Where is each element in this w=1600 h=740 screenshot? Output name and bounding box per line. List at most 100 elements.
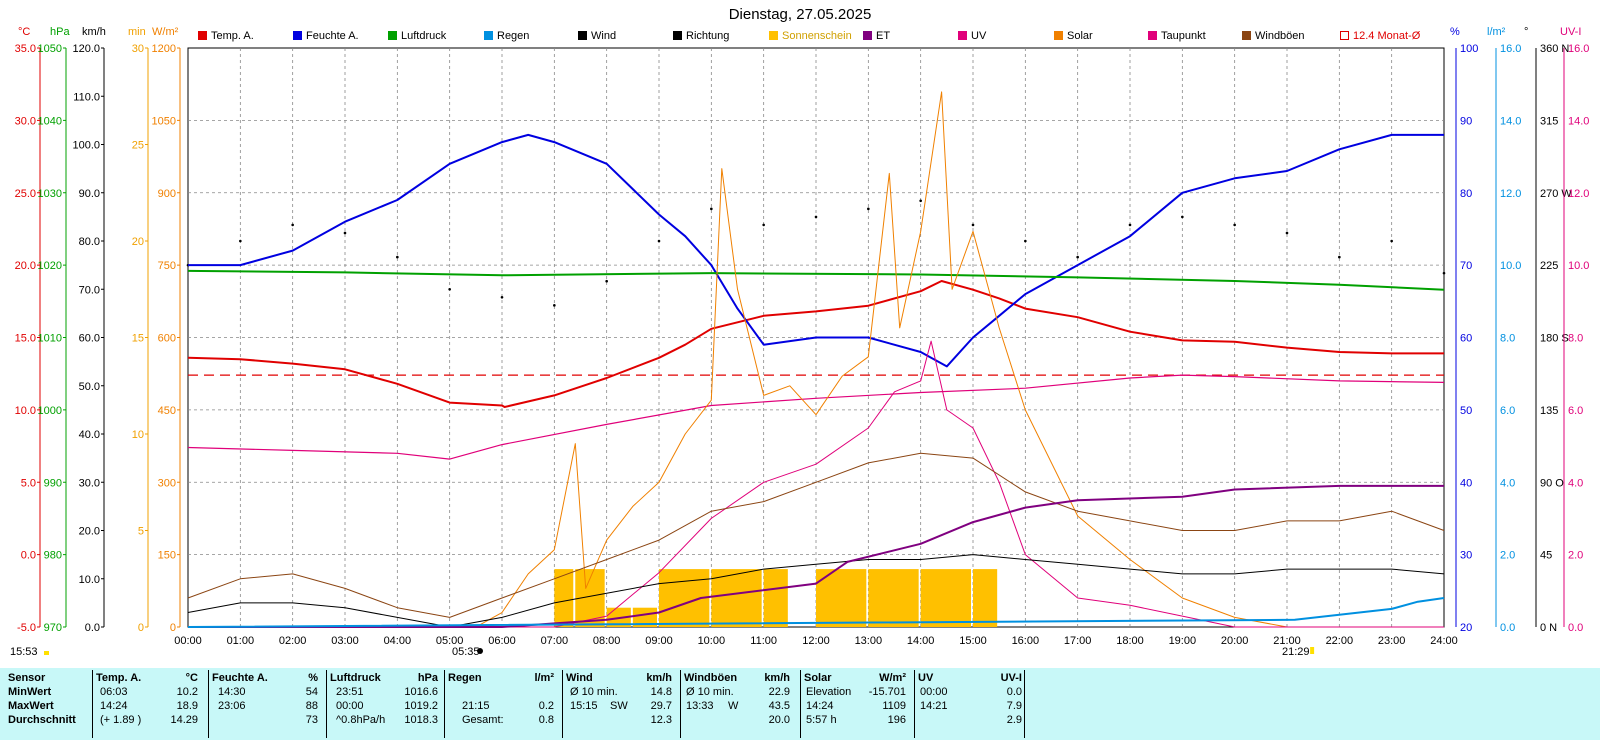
series-line-temp-a-	[187, 280, 1444, 408]
legend-label: ET	[876, 30, 891, 42]
left-axis-label: 20	[132, 236, 144, 248]
legend-item: Luftdruck	[388, 30, 446, 42]
table-separator	[1024, 670, 1025, 738]
table-cell: 5:57 h	[806, 714, 837, 726]
right-axis-label: 12.0	[1500, 188, 1521, 200]
table-cell: Sensor	[8, 672, 46, 684]
legend-item: Taupunkt	[1148, 30, 1206, 42]
legend-item: ET	[863, 30, 890, 42]
footer-sunset: 21:29	[1282, 646, 1310, 658]
legend-item: UV	[958, 30, 986, 42]
table-cell: 29.7	[650, 700, 672, 712]
direction-point	[553, 304, 556, 307]
legend-item: Richtung	[673, 30, 729, 42]
left-axis-label: 20.0	[79, 526, 100, 538]
table-cell: MaxWert	[8, 700, 54, 712]
table-cell: W	[728, 700, 739, 712]
x-tick-label: 24:00	[1430, 635, 1458, 647]
table-separator	[208, 670, 209, 738]
x-tick-label: 08:00	[593, 635, 621, 647]
right-axis-label: 0.0	[1500, 622, 1515, 634]
table-cell: 88	[305, 700, 318, 712]
direction-point	[1285, 231, 1289, 235]
direction-point	[500, 295, 504, 299]
legend-label: Feuchte A.	[306, 30, 359, 42]
direction-point	[762, 223, 765, 227]
direction-point	[657, 239, 661, 243]
right-axis-label: 14.0	[1568, 115, 1589, 127]
series-line-taupunkt	[187, 374, 1445, 460]
sunshine-bar	[868, 569, 919, 627]
legend-swatch	[863, 31, 872, 40]
table-separator	[680, 670, 681, 738]
x-tick-label: 09:00	[645, 635, 673, 647]
legend-item: Regen	[484, 30, 529, 42]
footer-time: 15:53	[10, 646, 38, 658]
legend-swatch	[1242, 31, 1251, 40]
left-axis-label: 900	[158, 188, 176, 200]
table-cell: 1018.3	[404, 714, 438, 726]
table-cell: Durchschnitt	[8, 714, 76, 726]
x-tick-label: 02:00	[279, 635, 307, 647]
legend-swatch	[958, 31, 967, 40]
table-cell: Ø 10 min.	[570, 686, 618, 698]
table-cell: 12.3	[650, 714, 672, 726]
right-axis-label: 4.0	[1568, 477, 1583, 489]
legend-swatch	[198, 31, 207, 40]
table-cell: 23:06	[218, 700, 246, 712]
series-line-feuchte-a-	[188, 133, 1444, 368]
right-axis-label: 10.0	[1568, 260, 1589, 272]
left-axis-label: 15.0	[15, 333, 36, 345]
left-axis-label: 70.0	[79, 284, 100, 296]
table-cell: UV	[918, 672, 934, 684]
table-cell: Ø 10 min.	[686, 686, 734, 698]
table-cell: W/m²	[879, 672, 906, 684]
left-axis-label: 80.0	[79, 236, 100, 248]
right-axis-label: 360 N	[1540, 43, 1569, 55]
sunrise-icon	[477, 648, 484, 654]
x-tick-label: 19:00	[1169, 635, 1197, 647]
right-axis-label: 90	[1460, 115, 1472, 127]
direction-point	[919, 199, 922, 203]
left-axis-label: 5.0	[21, 477, 36, 489]
table-cell: 14.29	[170, 714, 198, 726]
left-axis-label: 10.0	[15, 405, 36, 417]
axis-unit: °C	[18, 26, 31, 38]
table-cell: Feuchte A.	[212, 672, 268, 684]
table-cell: 23:51	[336, 686, 364, 698]
x-tick-label: 14:00	[907, 635, 935, 647]
left-axis-label: 970	[44, 622, 62, 634]
legend-item: Feuchte A.	[293, 30, 359, 42]
table-cell: 73	[305, 714, 318, 726]
table-cell: -15.701	[868, 686, 906, 698]
right-axis-label: 100	[1460, 43, 1478, 55]
table-cell: 0.0	[1006, 686, 1022, 698]
right-axis-label: 20	[1460, 622, 1472, 634]
left-axis-label: 30.0	[79, 477, 100, 489]
left-axis-label: 20.0	[15, 260, 36, 272]
axis-unit: %	[1450, 26, 1460, 38]
series-line-regen	[187, 597, 1445, 628]
table-cell: (+ 1.89 )	[100, 714, 142, 726]
table-cell: SW	[610, 700, 628, 712]
left-axis-label: 0	[170, 622, 176, 634]
table-cell: UV-I	[1000, 672, 1022, 684]
table-cell: 06:03	[100, 686, 128, 698]
right-axis-label: 10.0	[1500, 260, 1521, 272]
table-cell: km/h	[764, 672, 790, 684]
right-axis-label: 70	[1460, 260, 1472, 272]
table-cell: MinWert	[8, 686, 52, 698]
direction-point	[867, 207, 870, 211]
left-axis-label: 0.0	[85, 622, 100, 634]
left-axis-label: 1010	[38, 333, 62, 345]
direction-point	[448, 287, 451, 291]
left-axis-label: 1030	[38, 188, 62, 200]
left-axis-label: 150	[158, 550, 176, 562]
x-tick-label: 18:00	[1116, 635, 1144, 647]
table-separator	[914, 670, 915, 738]
legend-swatch	[484, 31, 493, 40]
right-axis-label: 180 S	[1540, 333, 1569, 345]
table-cell: 00:00	[336, 700, 364, 712]
left-axis-label: 1020	[38, 260, 62, 272]
left-axis-label: 110.0	[73, 91, 100, 103]
